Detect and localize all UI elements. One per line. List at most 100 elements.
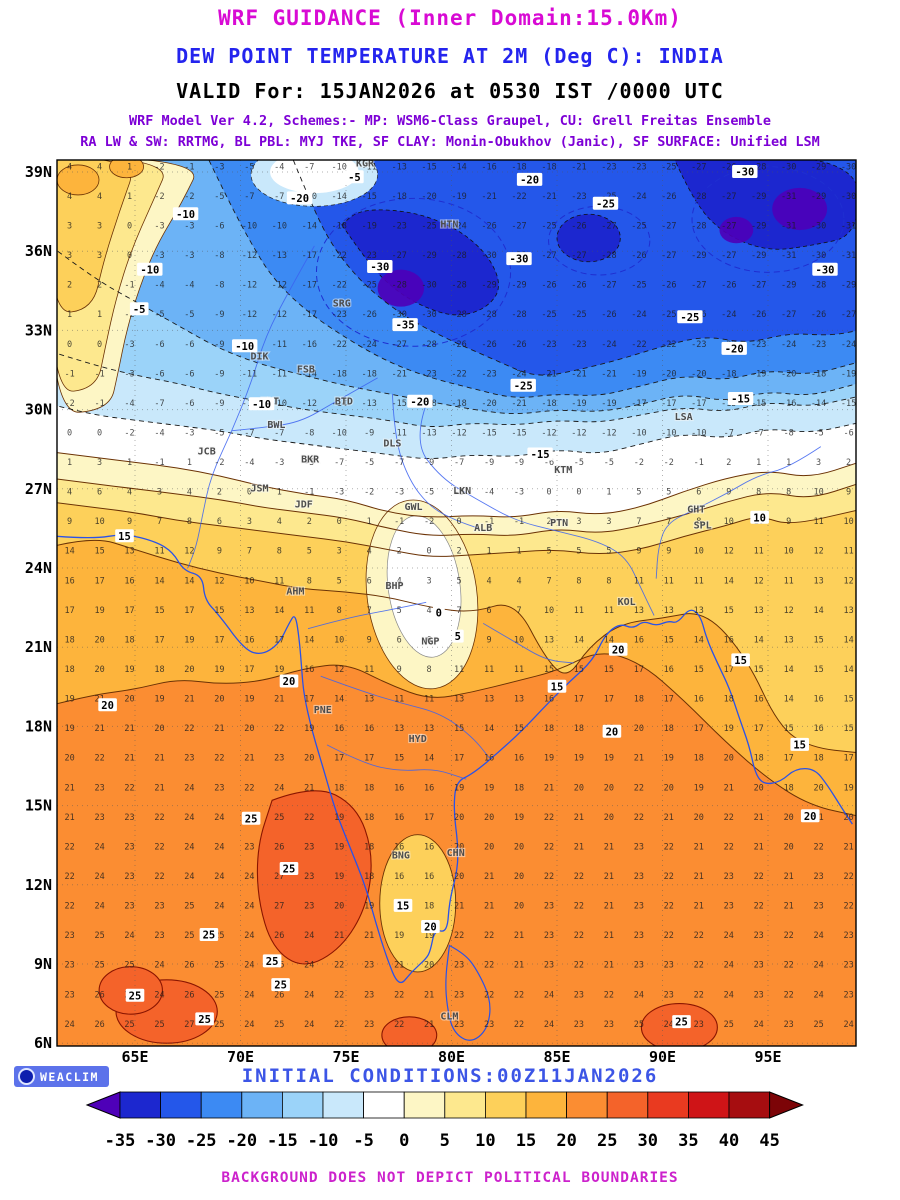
svg-text:5: 5: [440, 1131, 450, 1151]
svg-text:21: 21: [664, 813, 674, 823]
svg-text:24: 24: [214, 902, 224, 912]
svg-text:15: 15: [793, 740, 806, 752]
svg-text:24: 24: [214, 813, 224, 823]
svg-text:14: 14: [334, 695, 344, 705]
svg-text:25: 25: [597, 1131, 617, 1151]
svg-text:17: 17: [334, 754, 344, 764]
svg-text:25: 25: [724, 1020, 734, 1030]
svg-text:PNE: PNE: [314, 705, 332, 716]
svg-text:-30: -30: [735, 167, 754, 179]
svg-text:22: 22: [843, 872, 853, 882]
svg-text:20: 20: [694, 813, 704, 823]
svg-text:22: 22: [574, 902, 584, 912]
svg-text:-26: -26: [571, 222, 586, 232]
svg-text:-35: -35: [105, 1131, 136, 1151]
svg-text:13: 13: [784, 635, 794, 645]
svg-text:-19: -19: [751, 369, 766, 379]
svg-text:22: 22: [694, 990, 704, 1000]
svg-text:21: 21: [694, 902, 704, 912]
svg-text:-20: -20: [226, 1131, 257, 1151]
svg-text:24: 24: [154, 990, 164, 1000]
svg-text:3: 3: [427, 576, 432, 586]
svg-text:0: 0: [576, 488, 581, 498]
svg-text:13: 13: [394, 724, 404, 734]
svg-text:20: 20: [484, 842, 494, 852]
svg-text:15: 15: [664, 635, 674, 645]
svg-text:20: 20: [424, 961, 434, 971]
svg-text:22: 22: [784, 931, 794, 941]
svg-text:-31: -31: [781, 222, 796, 232]
svg-text:22: 22: [334, 1020, 344, 1030]
svg-text:18: 18: [664, 724, 674, 734]
svg-text:23: 23: [64, 931, 74, 941]
svg-text:BWL: BWL: [267, 420, 285, 431]
svg-text:-23: -23: [541, 340, 556, 350]
svg-text:NGP: NGP: [421, 637, 439, 648]
svg-text:11: 11: [694, 576, 704, 586]
svg-text:15: 15: [516, 1131, 536, 1151]
svg-text:27: 27: [274, 902, 284, 912]
svg-text:-24: -24: [841, 340, 856, 350]
svg-text:19: 19: [454, 783, 464, 793]
svg-text:-6: -6: [214, 222, 224, 232]
svg-text:25: 25: [124, 961, 134, 971]
svg-text:19: 19: [664, 754, 674, 764]
svg-text:4: 4: [397, 576, 402, 586]
svg-text:22: 22: [634, 813, 644, 823]
svg-text:-4: -4: [184, 281, 194, 291]
svg-text:-10: -10: [235, 341, 254, 353]
svg-text:27: 27: [274, 872, 284, 882]
svg-text:24: 24: [754, 1020, 764, 1030]
svg-text:4: 4: [127, 488, 132, 498]
svg-text:-12: -12: [451, 429, 466, 439]
svg-text:18: 18: [574, 724, 584, 734]
svg-text:SRG: SRG: [333, 299, 351, 310]
svg-text:0: 0: [337, 517, 342, 527]
svg-text:15: 15: [394, 754, 404, 764]
svg-text:-26: -26: [721, 281, 736, 291]
svg-text:14: 14: [484, 724, 494, 734]
svg-text:23: 23: [484, 1020, 494, 1030]
svg-text:-22: -22: [661, 340, 676, 350]
svg-text:25: 25: [94, 931, 104, 941]
svg-text:17: 17: [154, 635, 164, 645]
contour-lines-layer: [57, 160, 856, 817]
svg-text:16: 16: [394, 783, 404, 793]
svg-text:17: 17: [754, 724, 764, 734]
svg-text:19: 19: [514, 813, 524, 823]
svg-text:-3: -3: [214, 162, 224, 172]
svg-text:10: 10: [475, 1131, 495, 1151]
svg-text:23: 23: [634, 872, 644, 882]
svg-text:16: 16: [394, 872, 404, 882]
svg-text:SPL: SPL: [694, 520, 712, 531]
svg-text:22: 22: [574, 872, 584, 882]
svg-text:17: 17: [784, 754, 794, 764]
svg-text:-9: -9: [514, 458, 524, 468]
svg-text:12: 12: [754, 576, 764, 586]
svg-text:22: 22: [514, 1020, 524, 1030]
svg-text:16: 16: [304, 665, 314, 675]
svg-text:9: 9: [397, 665, 402, 675]
svg-text:22: 22: [304, 813, 314, 823]
svg-text:-26: -26: [661, 281, 676, 291]
svg-text:23: 23: [124, 842, 134, 852]
svg-text:-8: -8: [304, 429, 314, 439]
svg-text:-28: -28: [511, 310, 526, 320]
svg-text:22: 22: [334, 961, 344, 971]
svg-text:-27: -27: [691, 162, 706, 172]
svg-text:8: 8: [756, 488, 761, 498]
svg-text:24: 24: [274, 783, 284, 793]
svg-text:23: 23: [454, 961, 464, 971]
svg-text:16: 16: [244, 635, 254, 645]
svg-text:-9: -9: [424, 458, 434, 468]
svg-text:18: 18: [64, 635, 74, 645]
svg-text:17: 17: [304, 695, 314, 705]
svg-text:15: 15: [784, 724, 794, 734]
svg-text:9: 9: [367, 635, 372, 645]
svg-text:2: 2: [546, 517, 551, 527]
svg-text:-2: -2: [424, 517, 434, 527]
svg-text:-12: -12: [272, 310, 287, 320]
svg-text:15: 15: [843, 724, 853, 734]
svg-text:65E: 65E: [121, 1048, 148, 1065]
svg-text:13: 13: [124, 547, 134, 557]
